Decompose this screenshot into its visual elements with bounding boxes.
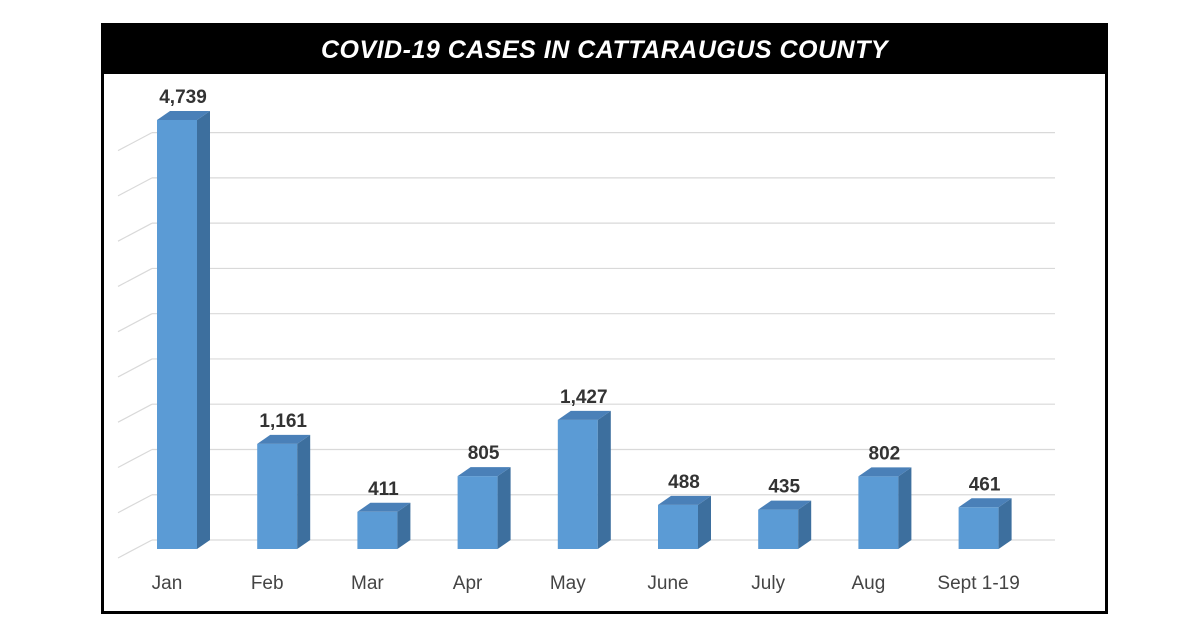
bar-Aug [858, 476, 899, 549]
bar-top [157, 111, 210, 120]
title-band: COVID-19 CASES IN CATTARAUGUS COUNTY [104, 26, 1105, 74]
bar-side [397, 502, 411, 549]
bar-Apr [457, 476, 498, 549]
bar-top [858, 467, 912, 477]
data-label: 1,427 [560, 387, 608, 408]
data-label: 1,161 [259, 411, 307, 432]
data-label: 488 [668, 472, 700, 493]
bar-May [557, 419, 598, 549]
bar-side [197, 111, 210, 549]
bar-top [958, 498, 1012, 508]
gridline-side [117, 132, 153, 152]
bar-side [798, 500, 812, 549]
x-tick-label: Jan [152, 573, 183, 594]
gridline-side [117, 313, 153, 333]
bar-Feb [257, 443, 298, 549]
bar-top [457, 467, 511, 477]
data-label: 802 [869, 443, 901, 464]
chart-title: COVID-19 CASES IN CATTARAUGUS COUNTY [320, 35, 889, 64]
bar-top [758, 500, 812, 510]
gridline-side [117, 539, 153, 559]
gridline-side [117, 358, 153, 378]
x-tick-label: June [647, 573, 688, 594]
bar-Mar [357, 511, 398, 549]
gridline-side [117, 403, 153, 423]
bar-top [357, 502, 411, 512]
x-tick-label: Mar [351, 573, 384, 594]
gridline-side [117, 177, 153, 197]
x-tick-label: Apr [453, 573, 483, 594]
data-label: 411 [368, 479, 399, 500]
data-label: 435 [768, 477, 800, 498]
bar-top [257, 434, 311, 444]
x-tick-label: Aug [851, 573, 885, 594]
x-tick-label: Sept 1-19 [937, 573, 1019, 594]
bar-Sept 1-19 [958, 507, 999, 549]
x-tick-label: Feb [251, 573, 284, 594]
gridline-side [117, 222, 153, 242]
gridline-side [117, 448, 153, 469]
bar-side [698, 495, 711, 549]
x-tick-label: May [550, 573, 586, 594]
bar-July [758, 509, 799, 549]
bar-side [898, 467, 912, 549]
bar-side [297, 434, 311, 549]
x-tick-label: July [751, 573, 785, 594]
data-label: 4,739 [159, 87, 207, 108]
bar-top [658, 495, 711, 505]
data-label: 461 [969, 474, 1001, 495]
bar-June [658, 504, 698, 549]
bar-side [597, 410, 611, 549]
bar-top [557, 410, 611, 420]
bar-Jan [157, 120, 197, 549]
gridline-side [117, 267, 153, 287]
gridline-side [117, 494, 153, 514]
data-label: 805 [468, 443, 500, 464]
bar-side [497, 467, 511, 549]
bar-side [998, 498, 1012, 549]
